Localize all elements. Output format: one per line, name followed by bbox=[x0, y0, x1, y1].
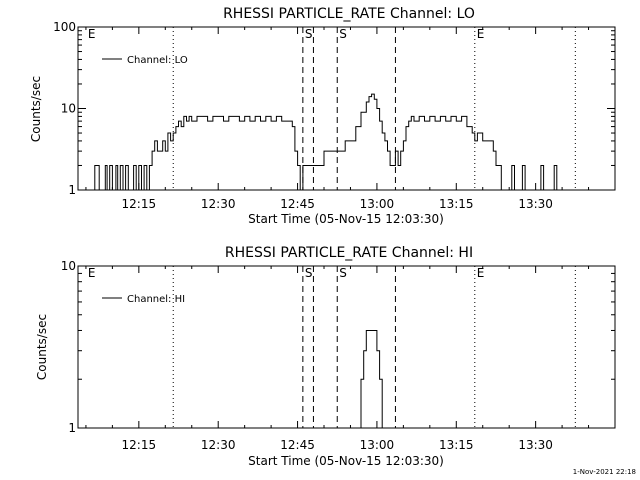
event-marker-label: S bbox=[305, 266, 313, 280]
legend-label: Channel: HI bbox=[127, 294, 185, 305]
plot-frame bbox=[77, 265, 616, 429]
footer-timestamp: 1-Nov-2021 22:18 bbox=[573, 468, 636, 476]
y-axis-label: Counts/sec bbox=[29, 76, 43, 142]
x-tick-label: 13:30 bbox=[518, 438, 553, 452]
x-tick-label: 13:00 bbox=[360, 438, 395, 452]
y-tick-label: 10 bbox=[61, 102, 76, 116]
x-axis-label: Start Time (05-Nov-15 12:03:30) bbox=[248, 212, 444, 226]
series-line bbox=[358, 330, 383, 429]
legend: Channel: LO bbox=[102, 55, 188, 66]
chart-panel-hi: RHESSI PARTICLE_RATE Channel: HI Counts/… bbox=[35, 245, 616, 468]
x-tick-label: 12:15 bbox=[122, 197, 157, 211]
x-tick-label: 13:15 bbox=[439, 438, 474, 452]
event-marker-label: S bbox=[339, 27, 347, 41]
event-marker-label: E bbox=[88, 266, 96, 280]
chart-panel-lo: RHESSI PARTICLE_RATE Channel: LO Counts/… bbox=[29, 6, 616, 226]
x-tick-label: 12:45 bbox=[280, 438, 315, 452]
chart-title: RHESSI PARTICLE_RATE Channel: HI bbox=[225, 245, 473, 261]
legend-label: Channel: LO bbox=[127, 55, 188, 66]
x-tick-label: 12:45 bbox=[280, 197, 315, 211]
x-tick-label: 13:15 bbox=[439, 197, 474, 211]
event-marker-label: S bbox=[305, 27, 313, 41]
x-tick-label: 13:30 bbox=[518, 197, 553, 211]
y-tick-label: 10 bbox=[61, 259, 76, 273]
chart-title: RHESSI PARTICLE_RATE Channel: LO bbox=[223, 6, 475, 22]
event-marker-label: E bbox=[477, 27, 485, 41]
x-axis-label: Start Time (05-Nov-15 12:03:30) bbox=[248, 454, 444, 468]
event-marker-label: S bbox=[339, 266, 347, 280]
series-line bbox=[88, 93, 558, 191]
y-tick-label: 100 bbox=[53, 20, 76, 34]
y-tick-label: 1 bbox=[68, 183, 76, 197]
x-tick-label: 12:30 bbox=[201, 197, 236, 211]
x-tick-label: 12:30 bbox=[201, 438, 236, 452]
x-tick-label: 13:00 bbox=[360, 197, 395, 211]
y-tick-label: 1 bbox=[68, 421, 76, 435]
y-axis-label: Counts/sec bbox=[35, 314, 49, 380]
x-tick-label: 12:15 bbox=[122, 438, 157, 452]
event-marker-label: E bbox=[88, 27, 96, 41]
event-marker-label: E bbox=[477, 266, 485, 280]
legend: Channel: HI bbox=[102, 294, 185, 305]
